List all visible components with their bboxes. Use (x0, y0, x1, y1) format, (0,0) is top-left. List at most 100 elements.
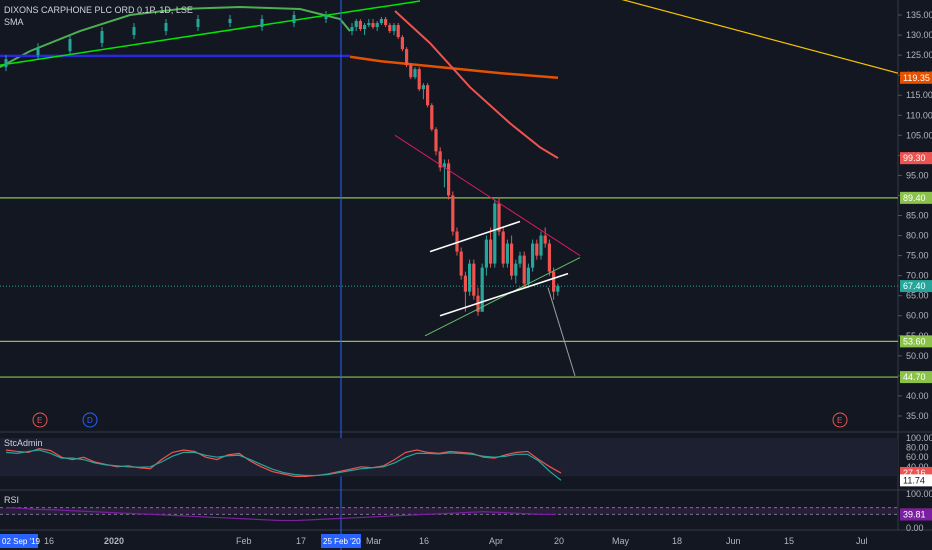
x-tick-label: 16 (44, 536, 54, 546)
y-tick-label: 125.00 (906, 50, 932, 60)
candle-body (100, 31, 104, 44)
candle-body (379, 19, 383, 24)
rsi-label: RSI (4, 495, 20, 505)
x-tick-label: 17 (296, 536, 306, 546)
candle-body (442, 163, 446, 168)
candle-body (426, 85, 430, 106)
stc-label: StcAdmin (4, 438, 43, 448)
yellow-trend-line (621, 0, 899, 74)
rsi-badge (900, 508, 932, 521)
candle-body (556, 286, 560, 292)
candle-body (522, 255, 526, 284)
candle-body (413, 69, 417, 78)
wedge-upper-line (394, 134, 581, 257)
candle-body (531, 243, 535, 268)
candle-body (68, 39, 72, 52)
candle-body (514, 263, 518, 276)
y-tick-label: 40.00 (906, 391, 929, 401)
y-tick-label: 80.00 (906, 231, 929, 241)
x-tick-label: Feb (236, 536, 252, 546)
y-tick-label: 95.00 (906, 170, 929, 180)
price-badge (900, 335, 932, 348)
candle-body (539, 235, 543, 256)
price-badge (900, 152, 932, 165)
x-tick-label: 15 (784, 536, 794, 546)
price-badge-label: 44.70 (903, 372, 926, 382)
stc-badge (900, 474, 932, 487)
candle-body (535, 243, 539, 256)
candle-body (388, 25, 392, 32)
date-badge-label: 02 Sep '19 (2, 537, 41, 546)
event-marker-label: E (837, 416, 842, 425)
price-badge-label: 119.35 (903, 73, 930, 83)
event-marker-label: D (87, 416, 93, 425)
y-tick-label: 85.00 (906, 211, 929, 221)
price-badge (900, 71, 932, 84)
date-badge (0, 534, 38, 548)
wedge-lower-line (424, 257, 581, 337)
stc-series-line (5, 449, 562, 481)
candle-body (526, 267, 530, 284)
candle-body (396, 25, 400, 38)
stc-tick-label: 40.00 (906, 462, 929, 472)
candle-body (484, 239, 488, 268)
y-tick-label: 115.00 (906, 90, 932, 100)
rsi-tick-label: 100.00 (906, 489, 932, 499)
candle-body (405, 49, 409, 66)
y-tick-label: 60.00 (906, 311, 929, 321)
channel-lower-line (439, 272, 569, 317)
candle-body (438, 151, 442, 168)
stc-band (0, 438, 898, 477)
y-tick-label: 35.00 (906, 411, 929, 421)
x-tick-label: Mar (366, 536, 382, 546)
event-marker-label: E (37, 416, 42, 425)
stc-tick-label: 100.00 (906, 433, 932, 443)
candle-body (455, 231, 459, 252)
x-tick-label: Jun (726, 536, 741, 546)
y-tick-label: 105.00 (906, 130, 932, 140)
y-tick-label: 75.00 (906, 251, 929, 261)
stc-tick-label: 80.00 (906, 443, 929, 453)
x-tick-label: May (612, 536, 630, 546)
sma-label: SMA (4, 17, 24, 27)
chart-title: DIXONS CARPHONE PLC ORD 0.1P, 1D, LSE (4, 5, 193, 15)
y-tick-label: 135.00 (906, 10, 932, 20)
event-marker (832, 412, 848, 428)
candle-body (350, 27, 354, 32)
x-tick-label: 20 (554, 536, 564, 546)
candle-body (510, 243, 514, 276)
price-badge (900, 280, 932, 293)
candle-body (552, 271, 556, 292)
y-tick-label: 70.00 (906, 271, 929, 281)
candle-body (505, 243, 509, 264)
stc-series-line (5, 447, 562, 477)
price-badge-label: 53.60 (903, 336, 926, 346)
candle-body (430, 105, 434, 130)
rsi-series-line (5, 507, 557, 522)
date-badge-label: 25 Feb '20 (323, 537, 361, 546)
rsi-band (0, 507, 898, 515)
candle-body (384, 19, 388, 26)
stc-tick-label: 60.00 (906, 452, 929, 462)
candle-body (36, 47, 40, 56)
candle-body (497, 203, 501, 232)
sma-slow-line (349, 55, 559, 80)
candle-body (501, 231, 505, 264)
stc-badge-label: 11.74 (903, 475, 925, 485)
candle-body (324, 15, 328, 20)
price-badge-label: 89.40 (903, 193, 926, 203)
price-badge (900, 191, 932, 204)
candle-body (358, 21, 362, 30)
candle-body (480, 267, 484, 312)
candle-body (228, 19, 232, 24)
y-tick-label: 65.00 (906, 291, 929, 301)
x-tick-label: Jul (856, 536, 868, 546)
candle-body (468, 263, 472, 292)
candle-body (409, 65, 413, 78)
candle-body (463, 275, 467, 292)
event-marker (82, 412, 98, 428)
candle-body (493, 203, 497, 264)
y-tick-label: 110.00 (906, 110, 932, 120)
